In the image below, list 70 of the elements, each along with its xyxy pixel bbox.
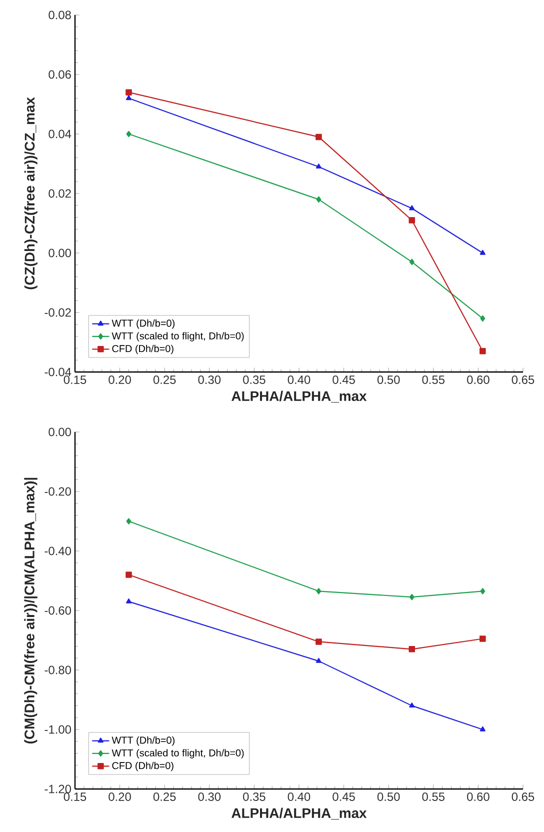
x-tick-label: 0.65 xyxy=(512,376,534,384)
point xyxy=(126,518,132,524)
x-tick-label: 0.25 xyxy=(153,376,176,384)
x-tick-label: 0.40 xyxy=(288,792,310,801)
point xyxy=(316,658,322,663)
point xyxy=(480,636,486,642)
x-tick-label: 0.15 xyxy=(64,792,86,801)
y-tick-label: 0.04 xyxy=(48,130,72,138)
point xyxy=(126,95,132,100)
x-tick-label: 0.35 xyxy=(243,792,266,801)
y-axis-title: (CZ(Dh)-CZ(free air))/CZ_max xyxy=(24,97,38,290)
legend-label: CFD (Dh/b=0) xyxy=(112,344,174,354)
y-tick-label: 0.00 xyxy=(48,248,72,258)
x-tick-label: 0.60 xyxy=(467,792,490,801)
point xyxy=(409,205,415,210)
y-axis-title: (CM(Dh)-CM(free air))/|CM(ALPHA_max)| xyxy=(24,478,38,744)
x-tick-label: 0.55 xyxy=(422,792,445,801)
point xyxy=(409,594,414,600)
point xyxy=(480,726,486,732)
x-tick-label: 0.15 xyxy=(64,376,86,384)
point xyxy=(480,250,486,255)
point xyxy=(409,258,414,266)
point xyxy=(316,196,322,203)
point xyxy=(316,588,322,594)
point xyxy=(480,348,486,354)
x-tick-label: 0.60 xyxy=(467,376,490,384)
x-tick-label: 0.50 xyxy=(377,376,400,384)
point xyxy=(408,217,416,224)
x-tick-label: 0.40 xyxy=(288,376,310,384)
point xyxy=(316,638,322,645)
point xyxy=(126,572,132,578)
x-tick-label: 0.35 xyxy=(243,376,266,384)
x-axis-title: ALPHA/ALPHA_max xyxy=(232,808,367,820)
y-tick-label: -0.80 xyxy=(44,666,72,674)
x-tick-label: 0.25 xyxy=(153,792,176,801)
legend-label: WTT (scaled to flight, Dh/b=0) xyxy=(112,332,244,342)
x-axis-title: ALPHA/ALPHA_max xyxy=(232,390,367,403)
x-tick-label: 0.45 xyxy=(332,792,355,801)
y-tick-label: 0.06 xyxy=(48,70,71,79)
x-tick-label: 0.30 xyxy=(198,376,221,384)
x-tick-label: 0.45 xyxy=(332,376,355,384)
point xyxy=(126,89,132,96)
legend-label: WTT (Dh/b=0) xyxy=(112,319,174,329)
x-tick-label: 0.30 xyxy=(198,792,221,801)
point xyxy=(408,646,416,652)
y-tick-label: 0.00 xyxy=(48,428,72,436)
x-tick-label: 0.55 xyxy=(422,376,445,384)
y-tick-label: -1.20 xyxy=(44,784,72,794)
point xyxy=(126,130,132,138)
y-tick-label: -1.00 xyxy=(44,725,72,734)
y-tick-label: 0.08 xyxy=(48,10,71,20)
point xyxy=(409,702,415,708)
legend-label: CFD (Dh/b=0) xyxy=(112,762,174,772)
y-tick-label: -0.20 xyxy=(44,487,72,496)
point xyxy=(480,315,486,322)
point xyxy=(480,588,486,594)
point xyxy=(316,164,322,169)
y-tick-label: -0.04 xyxy=(44,368,72,376)
y-tick-label: -0.40 xyxy=(44,546,72,556)
x-tick-label: 0.65 xyxy=(512,792,534,801)
y-tick-label: 0.02 xyxy=(48,189,71,198)
point xyxy=(316,134,322,140)
point xyxy=(126,598,132,604)
legend-label: WTT (Dh/b=0) xyxy=(112,736,174,746)
x-tick-label: 0.20 xyxy=(108,376,131,384)
y-tick-label: -0.02 xyxy=(44,308,71,317)
legend-label: WTT (scaled to flight, Dh/b=0) xyxy=(112,749,244,758)
x-tick-label: 0.20 xyxy=(108,792,131,801)
y-tick-label: -0.60 xyxy=(44,606,72,615)
x-tick-label: 0.50 xyxy=(377,792,400,801)
